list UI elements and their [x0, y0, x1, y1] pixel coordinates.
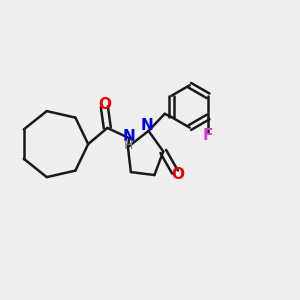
Text: N: N [123, 129, 136, 144]
Text: F: F [203, 128, 213, 143]
Text: O: O [171, 167, 184, 182]
Text: H: H [124, 139, 134, 152]
Text: O: O [98, 97, 111, 112]
Text: N: N [141, 118, 153, 133]
